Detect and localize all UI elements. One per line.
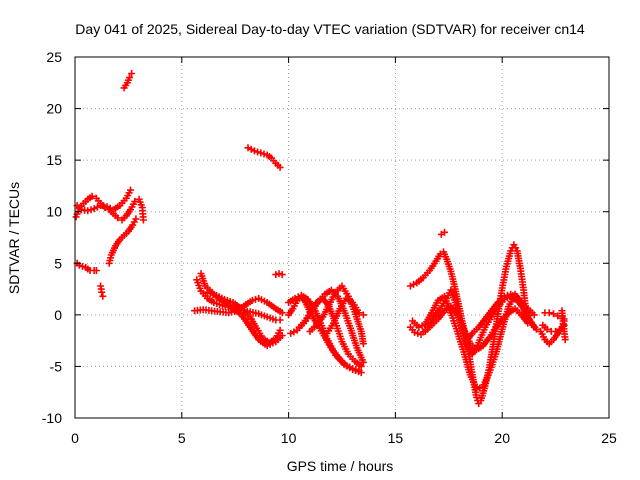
series-s16	[295, 286, 367, 366]
x-tick-label: 20	[494, 430, 510, 446]
x-tick-labels: 0 5 10 15 20 25	[71, 430, 617, 446]
y-tick-label: 15	[46, 152, 62, 168]
series-s2	[73, 186, 134, 215]
data-point-markers	[244, 144, 284, 171]
y-tick-label: 10	[46, 204, 62, 220]
series-s11	[244, 144, 284, 171]
y-tick-label: 20	[46, 101, 62, 117]
x-tick-label: 25	[601, 430, 617, 446]
data-point-markers	[462, 290, 538, 346]
chart-title: Day 041 of 2025, Sidereal Day-to-day VTE…	[75, 21, 585, 37]
x-tick-label: 5	[178, 430, 186, 446]
data-point-markers	[437, 228, 448, 238]
data-point-markers	[558, 307, 569, 344]
data-point-markers	[203, 288, 286, 350]
data-point-markers	[73, 186, 134, 215]
axis-ticks	[74, 56, 610, 419]
y-tick-label: -10	[42, 410, 62, 426]
series-s4	[97, 282, 107, 300]
data-point-markers	[323, 294, 367, 337]
series-s28	[558, 307, 569, 344]
data-point-markers	[120, 70, 136, 92]
data-point-markers	[272, 270, 286, 279]
y-tick-label: 0	[54, 307, 62, 323]
data-points	[72, 70, 569, 408]
y-tick-label: 25	[46, 49, 62, 65]
y-tick-label: -5	[50, 358, 63, 374]
plot-frame	[74, 56, 610, 419]
data-point-markers	[105, 215, 140, 267]
series-s5	[105, 215, 140, 267]
y-axis-label: SDTVAR / TECUs	[6, 182, 22, 294]
x-tick-label: 0	[71, 430, 79, 446]
data-point-markers	[97, 282, 107, 300]
x-axis-label: GPS time / hours	[287, 458, 394, 474]
series-s12	[272, 270, 286, 279]
y-tick-labels: -10 -5 0 5 10 15 20 25	[42, 49, 62, 426]
y-tick-label: 5	[54, 255, 62, 271]
series-s20	[437, 228, 448, 238]
series-s10	[203, 288, 286, 350]
x-tick-label: 10	[281, 430, 297, 446]
x-tick-label: 15	[388, 430, 404, 446]
series-s6	[120, 70, 136, 92]
series-s18	[323, 294, 367, 337]
data-point-markers	[295, 286, 367, 366]
series-s24	[462, 290, 538, 346]
